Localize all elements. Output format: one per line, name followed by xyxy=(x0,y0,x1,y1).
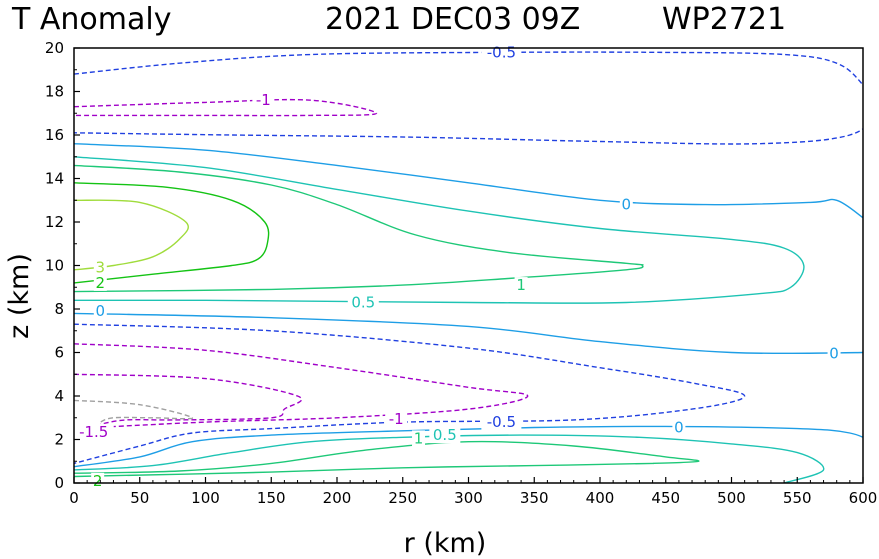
x-tick-label: 0 xyxy=(69,489,79,507)
x-tick-label: 450 xyxy=(651,489,680,507)
contour-line-level-0 xyxy=(74,425,863,468)
chart-title-variable: T Anomaly xyxy=(11,2,171,37)
x-axis-ticks: 0 50 100 150 200 250 300 350 400 450 500 550 600 xyxy=(69,477,877,507)
x-tick-label: 150 xyxy=(257,489,286,507)
y-tick-label: 14 xyxy=(45,170,64,188)
contour-label: 0 xyxy=(674,419,684,437)
x-axis-label: r (km) xyxy=(404,528,487,559)
y-tick-label: 0 xyxy=(54,474,64,492)
y-tick-label: 6 xyxy=(54,344,64,362)
contour-line-level--1 xyxy=(74,343,529,430)
y-tick-label: 4 xyxy=(54,387,64,405)
x-tick-label: 350 xyxy=(520,489,549,507)
x-tick-label: 50 xyxy=(130,489,149,507)
contour-line-level-3 xyxy=(74,199,189,271)
contour-line-level-0 xyxy=(74,312,863,355)
y-tick-label: 16 xyxy=(45,126,64,144)
x-tick-label: 200 xyxy=(323,489,352,507)
contour-label: 0 xyxy=(829,345,839,363)
contour-label: 0 xyxy=(622,196,632,214)
contour-label-bg xyxy=(619,196,633,213)
contour-label-bg xyxy=(93,303,107,320)
x-tick-label: 600 xyxy=(849,489,878,507)
contour-line-level--0p5 xyxy=(74,323,746,465)
contour-label: -0.5 xyxy=(487,43,516,61)
contour-line-level--0p5 xyxy=(74,51,863,145)
contour-label: 0.5 xyxy=(433,426,457,444)
y-tick-label: 18 xyxy=(45,83,64,101)
contour-label: 2 xyxy=(96,274,106,292)
contour-label: 3 xyxy=(96,259,106,277)
contour-line-level-0p5 xyxy=(74,434,825,483)
contour-line-level-2 xyxy=(74,182,270,284)
contour-line-level--1 xyxy=(74,98,378,117)
contour-lines xyxy=(74,51,863,483)
contour-line-level--1 xyxy=(74,373,303,425)
contour-label-bg xyxy=(429,427,461,444)
y-tick-label: 2 xyxy=(54,431,64,449)
contour-label-bg xyxy=(827,345,841,362)
contour-label-bg xyxy=(252,92,275,109)
x-tick-label: 100 xyxy=(191,489,220,507)
contour-label: -1.5 xyxy=(79,423,108,441)
contour-label-bg xyxy=(93,259,107,276)
contour-label-bg xyxy=(514,277,528,294)
contour-label: -0.5 xyxy=(487,413,516,431)
y-tick-label: 10 xyxy=(45,257,64,275)
contour-label: 1 xyxy=(516,276,526,294)
contour-line-level-1 xyxy=(74,164,644,293)
x-tick-label: 300 xyxy=(454,489,483,507)
x-tick-label: 500 xyxy=(717,489,746,507)
contour-line-level-0 xyxy=(74,143,863,219)
contour-line-level-1 xyxy=(74,440,700,478)
y-tick-label: 12 xyxy=(45,213,64,231)
contour-label: -1 xyxy=(389,410,404,428)
contour-label: 0.5 xyxy=(351,293,375,311)
contour-label-bg xyxy=(91,472,105,489)
contour-label: 1 xyxy=(414,429,424,447)
y-axis-label: z (km) xyxy=(4,253,35,339)
contour-label-bg xyxy=(93,274,107,291)
contour-label: -1 xyxy=(256,91,271,109)
y-tick-label: 20 xyxy=(45,39,64,57)
x-tick-label: 550 xyxy=(783,489,812,507)
contour-label: 0 xyxy=(96,302,106,320)
contour-line-level--1p5 xyxy=(74,399,194,423)
contour-label-bg xyxy=(347,294,379,311)
y-tick-label: 8 xyxy=(54,300,64,318)
y-axis-ticks: 0 2 4 6 8 10 12 14 16 18 20 xyxy=(45,39,80,492)
contour-label-bg xyxy=(412,430,426,447)
contour-line-level-0p5 xyxy=(74,156,805,304)
contour-label-bg xyxy=(385,410,408,427)
x-tick-label: 400 xyxy=(586,489,615,507)
x-tick-label: 250 xyxy=(388,489,417,507)
contour-label: 2 xyxy=(93,472,103,490)
contour-label-bg xyxy=(672,419,686,436)
chart-title-storm-id: WP2721 xyxy=(662,2,786,37)
contour-label-bg xyxy=(73,423,114,440)
contour-label-bg xyxy=(481,414,522,431)
chart-title-datetime: 2021 DEC03 09Z xyxy=(325,2,580,37)
